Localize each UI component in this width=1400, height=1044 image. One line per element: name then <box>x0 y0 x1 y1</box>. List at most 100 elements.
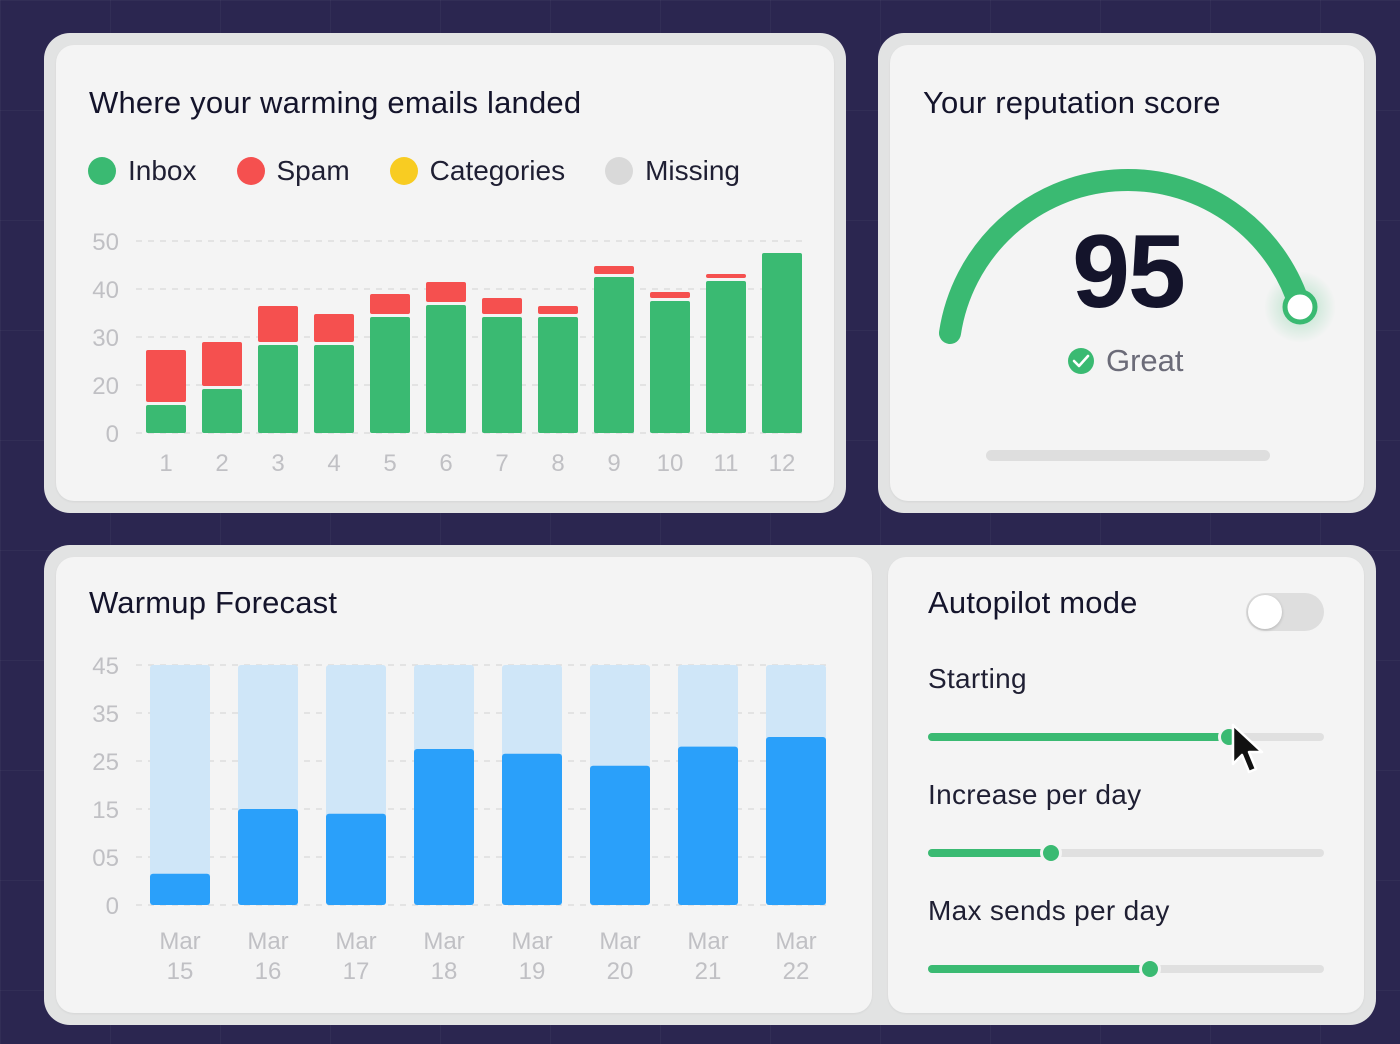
landing-title: Where your warming emails landed <box>89 85 582 120</box>
slider-starting-fill <box>928 733 1229 741</box>
slider-increase-fill <box>928 849 1051 857</box>
landing-x-tick: 5 <box>383 450 396 477</box>
landing-x-tick: 12 <box>769 450 796 477</box>
forecast-y-tick: 25 <box>92 749 119 776</box>
landing-bar-inbox[interactable] <box>538 317 578 433</box>
check-circle-icon <box>1068 348 1094 374</box>
reputation-scrollbar[interactable] <box>986 450 1270 461</box>
legend-dot-missing <box>605 157 634 185</box>
forecast-y-tick: 05 <box>92 845 119 872</box>
landing-bar-inbox[interactable] <box>370 317 410 433</box>
forecast-x-tick-month: Mar <box>247 928 288 955</box>
forecast-title: Warmup Forecast <box>89 585 338 620</box>
slider-label-max-sends: Max sends per day <box>928 895 1170 926</box>
landing-x-tick: 11 <box>714 450 739 477</box>
slider-max-sends-fill <box>928 965 1150 973</box>
landing-bar-spam[interactable] <box>146 350 186 402</box>
landing-bar-inbox[interactable] <box>706 281 746 433</box>
forecast-y-tick: 45 <box>92 653 119 680</box>
forecast-y-tick: 0 <box>106 893 119 920</box>
legend-label-missing: Missing <box>645 155 740 186</box>
forecast-x-tick-month: Mar <box>687 928 728 955</box>
landing-bar-spam[interactable] <box>370 294 410 314</box>
forecast-x-tick-day: 16 <box>255 958 282 985</box>
legend-item-missing[interactable]: Missing <box>605 155 740 187</box>
landing-y-tick: 20 <box>92 373 119 400</box>
legend-item-inbox[interactable]: Inbox <box>88 155 197 187</box>
forecast-bar-projected[interactable] <box>502 753 562 905</box>
landing-bar-spam[interactable] <box>650 292 690 298</box>
forecast-x-tick-month: Mar <box>599 928 640 955</box>
forecast-bar-projected[interactable] <box>766 737 826 905</box>
slider-increase[interactable] <box>928 842 1324 864</box>
landing-bar-inbox[interactable] <box>202 389 242 433</box>
legend-label-inbox: Inbox <box>128 155 197 186</box>
landing-bar-spam[interactable] <box>258 306 298 342</box>
landing-bar-spam[interactable] <box>426 282 466 302</box>
forecast-bar-projected[interactable] <box>590 765 650 905</box>
landing-bar-inbox[interactable] <box>762 253 802 433</box>
forecast-x-tick-day: 22 <box>783 958 810 985</box>
forecast-x-tick-month: Mar <box>423 928 464 955</box>
autopilot-toggle[interactable] <box>1246 593 1324 631</box>
forecast-x-tick-month: Mar <box>159 928 200 955</box>
landing-bar-inbox[interactable] <box>594 277 634 433</box>
landing-bar-inbox[interactable] <box>650 301 690 433</box>
autopilot-card: Autopilot mode Starting Increase per day… <box>888 557 1364 1013</box>
landing-bar-spam[interactable] <box>594 266 634 274</box>
legend-dot-inbox <box>88 157 116 185</box>
landing-x-tick: 2 <box>215 450 228 477</box>
landing-bar-inbox[interactable] <box>482 317 522 433</box>
landing-bar-spam[interactable] <box>538 306 578 314</box>
landing-x-tick: 10 <box>657 450 684 477</box>
forecast-bar-projected[interactable] <box>414 749 474 905</box>
mouse-cursor-icon <box>1231 723 1264 774</box>
autopilot-toggle-knob <box>1248 595 1282 629</box>
landing-x-tick: 3 <box>271 450 284 477</box>
landing-bar-inbox[interactable] <box>426 305 466 433</box>
forecast-x-tick-day: 17 <box>343 958 370 985</box>
landing-x-tick: 9 <box>607 450 620 477</box>
forecast-bar-projected[interactable] <box>678 746 738 905</box>
landing-y-tick: 50 <box>92 229 119 256</box>
gauge-thumb[interactable] <box>1282 289 1318 325</box>
reputation-title: Your reputation score <box>923 85 1221 120</box>
gauge-fill <box>939 168 1311 344</box>
landing-bar-inbox[interactable] <box>146 405 186 433</box>
forecast-bar-projected[interactable] <box>238 809 298 905</box>
landing-bar-spam[interactable] <box>314 314 354 342</box>
legend-label-categories: Categories <box>429 155 566 186</box>
landing-bar-spam[interactable] <box>202 342 242 386</box>
forecast-card: Warmup Forecast 0 05 15 25 35 45 Mar 15 Mar 16 Mar… <box>56 557 872 1013</box>
reputation-card: Your reputation score 95 Great <box>890 45 1364 501</box>
slider-label-starting: Starting <box>928 663 1027 694</box>
landing-card: Where your warming emails landed Inbox S… <box>56 45 834 501</box>
forecast-bar-capacity[interactable] <box>150 665 210 905</box>
landing-bar-spam[interactable] <box>706 274 746 278</box>
forecast-chart: 0 05 15 25 35 45 Mar 15 Mar 16 Mar 17 Mar 18 Mar 19 Mar 2… <box>92 653 832 985</box>
slider-increase-thumb[interactable] <box>1039 842 1062 864</box>
slider-max-sends-thumb[interactable] <box>1138 958 1161 980</box>
landing-y-tick: 40 <box>92 277 119 304</box>
landing-bar-spam[interactable] <box>482 298 522 314</box>
landing-x-tick: 7 <box>495 450 508 477</box>
autopilot-title: Autopilot mode <box>928 585 1138 620</box>
legend-item-spam[interactable]: Spam <box>236 155 350 187</box>
forecast-x-tick-day: 18 <box>431 958 458 985</box>
legend-dot-categories <box>389 157 418 185</box>
landing-x-tick: 1 <box>159 450 172 477</box>
forecast-y-tick: 35 <box>92 701 119 728</box>
landing-bar-inbox[interactable] <box>314 345 354 433</box>
forecast-bar-projected[interactable] <box>150 873 210 905</box>
legend-item-categories[interactable]: Categories <box>389 155 566 187</box>
forecast-x-tick-day: 19 <box>519 958 546 985</box>
landing-legend: Inbox Spam Categories Missing <box>88 155 780 187</box>
slider-max-sends[interactable] <box>928 958 1324 980</box>
reputation-status: Great <box>1106 343 1184 378</box>
reputation-gauge: 95 Great <box>939 168 1336 461</box>
legend-label-spam: Spam <box>276 155 350 186</box>
landing-bar-inbox[interactable] <box>258 345 298 433</box>
forecast-bar-projected[interactable] <box>326 813 386 905</box>
forecast-x-tick-month: Mar <box>511 928 552 955</box>
